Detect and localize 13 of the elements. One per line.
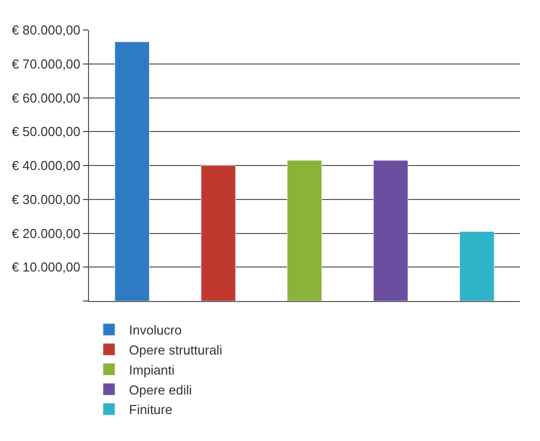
y-tick-label: € 40.000,00 bbox=[12, 158, 80, 174]
y-tick-label: € 50.000,00 bbox=[12, 124, 80, 140]
legend-label: Opere strutturali bbox=[129, 342, 222, 358]
y-tick-label: € 80.000,00 bbox=[12, 22, 80, 38]
y-tick-label: € 10.000,00 bbox=[12, 260, 80, 275]
y-tick-label: € 30.000,00 bbox=[12, 192, 80, 207]
legend-label: Impianti bbox=[129, 362, 175, 378]
legend-label: Opere edili bbox=[129, 382, 192, 398]
y-tick-label: € 20.000,00 bbox=[12, 226, 80, 241]
y-tick-label: € 60.000,00 bbox=[12, 90, 80, 106]
legend-label: Involucro bbox=[129, 322, 182, 338]
y-tick-label: € 70.000,00 bbox=[12, 56, 80, 72]
legend-label: Finiture bbox=[129, 402, 172, 418]
